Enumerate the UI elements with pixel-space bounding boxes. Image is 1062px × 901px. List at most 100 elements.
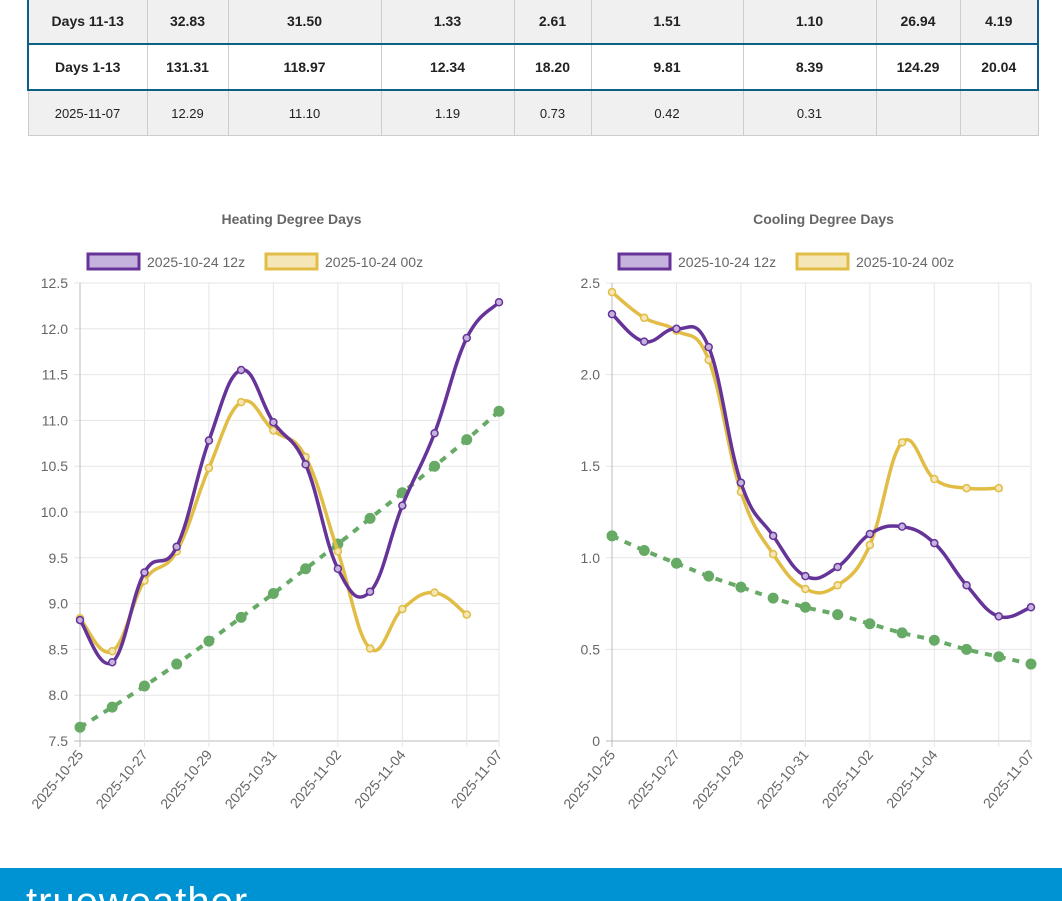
legend-swatch [795, 252, 850, 271]
y-tick-label: 11.5 [42, 367, 68, 383]
chart-title: Cooling Degree Days [753, 211, 894, 227]
y-tick-label: 8.5 [49, 641, 69, 657]
data-point [897, 522, 907, 531]
table-cell: 8.39 [742, 43, 877, 91]
x-tick-label: 2025-10-29 [689, 746, 747, 811]
data-point [203, 635, 215, 647]
table-cell: 31.50 [227, 0, 382, 45]
table-cell: 0.31 [742, 89, 877, 136]
data-point [833, 581, 842, 590]
x-tick-label: 2025-10-27 [92, 746, 150, 811]
table-cell [875, 89, 961, 136]
data-point [897, 438, 907, 447]
data-point [269, 426, 278, 435]
data-point [670, 557, 682, 569]
data-point [962, 581, 971, 590]
data-point [928, 634, 940, 646]
y-tick-label: 0.5 [581, 641, 601, 657]
table-row: 2025-11-07 12.29 11.10 1.19 0.73 0.42 0.31 [27, 89, 1039, 136]
y-tick-label: 2.0 [581, 367, 601, 383]
table-cell: 1.33 [380, 0, 515, 45]
data-point [930, 538, 939, 548]
data-point [269, 417, 278, 427]
data-point [365, 644, 375, 653]
table-cell: 9.81 [590, 43, 744, 91]
data-point [398, 501, 407, 510]
x-tick-label: 2025-10-27 [624, 746, 682, 811]
table-cell: 2025-11-07 [27, 89, 148, 136]
y-tick-label: 10.5 [41, 458, 68, 474]
table-cell: 118.97 [227, 43, 382, 91]
data-point [962, 483, 971, 493]
data-point [140, 568, 149, 577]
data-point [1026, 603, 1036, 612]
data-point [300, 563, 312, 575]
data-point [961, 643, 973, 655]
x-tick-label: 2025-11-02 [287, 746, 345, 811]
data-point [993, 651, 1005, 663]
legend-label: 2025-10-24 00z [856, 254, 954, 270]
table-cell: Days 1-13 [27, 43, 148, 91]
x-tick-label: 2025-11-04 [883, 746, 941, 811]
data-point [735, 581, 747, 593]
table-row: Days 11-13 32.83 31.50 1.33 2.61 1.51 1.10 26.9… [27, 0, 1039, 45]
degree-days-table: Days 11-13 32.83 31.50 1.33 2.61 1.51 1.10 26.9… [27, 0, 1039, 136]
data-point [204, 436, 214, 445]
x-tick-label: 2025-11-07 [448, 746, 506, 811]
data-point [430, 588, 439, 597]
data-point [639, 337, 649, 346]
y-tick-label: 9.5 [49, 550, 69, 566]
data-point [768, 549, 778, 559]
data-point [799, 601, 811, 613]
y-tick-label: 8.0 [49, 687, 69, 703]
data-point [236, 397, 246, 407]
table-cell: 2.61 [513, 0, 592, 45]
data-point [267, 588, 279, 600]
table-cell: 26.94 [875, 0, 961, 45]
data-point [638, 544, 650, 556]
data-point [430, 428, 439, 438]
chart-title: Heating Degree Days [221, 211, 361, 227]
data-point [607, 287, 617, 297]
data-point [75, 615, 85, 625]
table-cell: 124.29 [875, 43, 961, 91]
x-tick-label: 2025-11-02 [819, 746, 877, 811]
data-point [768, 531, 778, 541]
data-point [994, 483, 1004, 493]
table-cell: 20.04 [959, 43, 1039, 91]
x-tick-label: 2025-11-07 [980, 746, 1038, 811]
data-point [364, 512, 376, 524]
legend-item: 2025-10-24 12z [617, 252, 776, 271]
y-tick-label: 0 [592, 733, 600, 749]
data-point [801, 584, 810, 594]
legend-swatch [86, 252, 141, 271]
table-cell: 4.19 [959, 0, 1039, 45]
table-cell: Days 11-13 [27, 0, 148, 45]
y-tick-label: 2.5 [581, 275, 601, 291]
table-cell [959, 89, 1039, 136]
table-cell: 18.20 [513, 43, 592, 91]
legend-label: 2025-10-24 12z [678, 254, 776, 270]
data-point [865, 529, 875, 539]
trueweather-logo[interactable]: trueweather [26, 880, 248, 901]
data-point [333, 564, 343, 574]
data-point [106, 701, 118, 713]
x-tick-label: 2025-10-31 [221, 746, 279, 811]
y-tick-label: 9.0 [49, 596, 69, 612]
legend-label: 2025-10-24 12z [147, 254, 245, 270]
data-point [736, 478, 746, 487]
data-point [493, 405, 505, 417]
data-point [1025, 658, 1037, 670]
data-point [930, 474, 939, 484]
series-line [78, 300, 501, 666]
x-tick-label: 2025-10-25 [28, 746, 86, 811]
legend-swatch [617, 252, 672, 271]
data-point [107, 657, 117, 667]
table-cell: 1.19 [380, 89, 515, 136]
x-tick-label: 2025-10-29 [157, 746, 215, 811]
data-point [864, 618, 876, 630]
data-point [462, 333, 472, 343]
table-cell: 12.29 [146, 89, 229, 136]
data-point [236, 365, 246, 375]
data-point [333, 547, 343, 556]
